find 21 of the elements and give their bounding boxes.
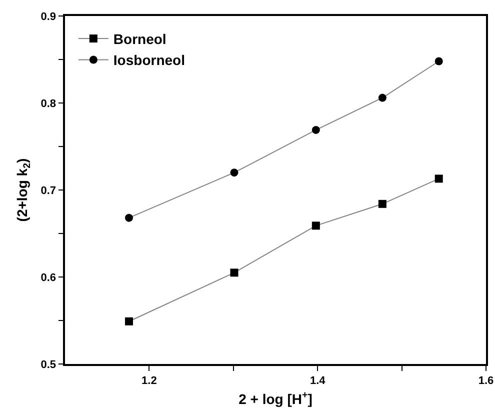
point <box>434 174 443 183</box>
point <box>230 168 238 177</box>
point <box>434 57 443 66</box>
y-tick-label: 0.9 <box>40 10 56 23</box>
point <box>124 214 133 222</box>
point <box>378 200 386 208</box>
x-tick-label: 1.4 <box>310 374 326 387</box>
point <box>312 222 320 230</box>
y-tick-label: 0.8 <box>40 98 56 110</box>
point <box>378 94 386 102</box>
point <box>230 268 238 277</box>
x-tick-label: 1.6 <box>478 374 494 387</box>
x-tick-label: 1.2 <box>142 374 157 387</box>
point <box>124 317 133 326</box>
point <box>312 126 320 134</box>
y-tick-label: 0.7 <box>40 184 56 197</box>
x-axis-title: 2 + log [H$^{+}$] <box>238 390 312 407</box>
y-tick-label: 0.5 <box>40 358 56 371</box>
y-tick-label: 0.6 <box>40 272 56 284</box>
legend-label: Borneol <box>113 31 166 48</box>
legend-label: Iosborneol <box>113 52 185 68</box>
